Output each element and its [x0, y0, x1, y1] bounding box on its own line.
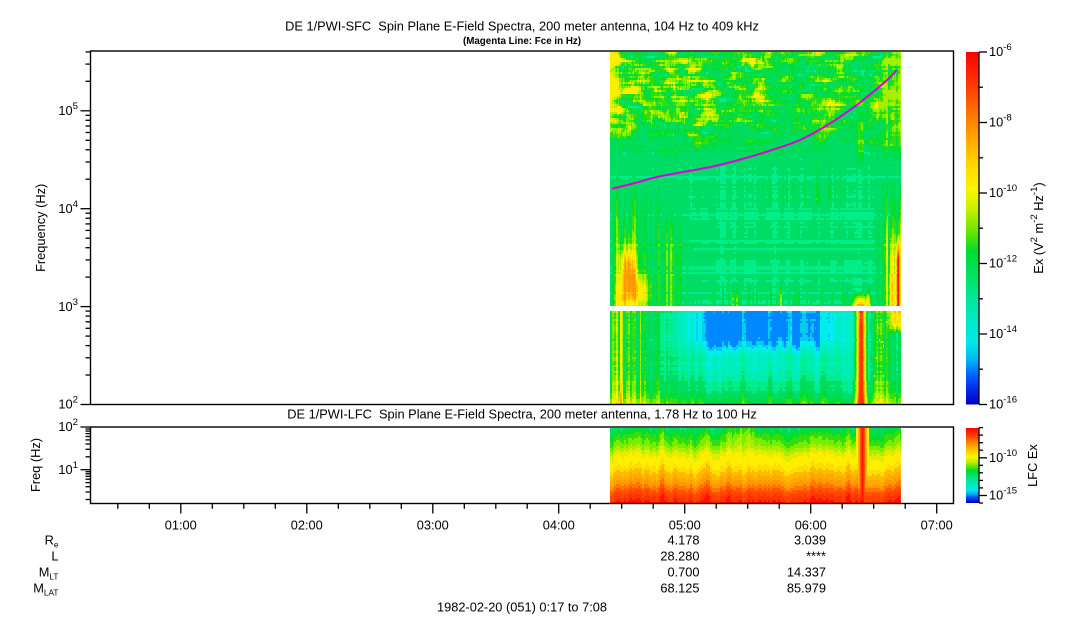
svg-text:L: L — [51, 548, 58, 563]
svg-text:85.979: 85.979 — [787, 580, 826, 595]
svg-text:1982-02-20 (051) 0:17 to 7:08: 1982-02-20 (051) 0:17 to 7:08 — [437, 600, 607, 615]
svg-text:DE 1/PWI-SFC Spin Plane E-Fie: DE 1/PWI-SFC Spin Plane E-Field Spectra,… — [285, 19, 759, 34]
svg-text:05:00: 05:00 — [669, 518, 701, 533]
svg-text:02:00: 02:00 — [291, 518, 323, 533]
svg-text:01:00: 01:00 — [165, 518, 197, 533]
svg-text:06:00: 06:00 — [795, 518, 827, 533]
svg-text:Freq (Hz): Freq (Hz) — [28, 438, 43, 492]
svg-text:LFC Ex: LFC Ex — [1025, 444, 1040, 487]
svg-text:3.039: 3.039 — [794, 532, 826, 547]
svg-text:Frequency (Hz): Frequency (Hz) — [33, 184, 48, 272]
svg-text:****: **** — [806, 548, 826, 563]
svg-text:68.125: 68.125 — [660, 580, 699, 595]
svg-text:4.178: 4.178 — [667, 532, 699, 547]
svg-text:Ex (V2 m-2 Hz-1): Ex (V2 m-2 Hz-1) — [1029, 182, 1046, 273]
svg-text:04:00: 04:00 — [543, 518, 575, 533]
svg-text:(Magenta Line: Fce in Hz): (Magenta Line: Fce in Hz) — [463, 36, 581, 47]
svg-text:28.280: 28.280 — [660, 548, 699, 563]
svg-text:DE 1/PWI-LFC Spin Plane E-Fie: DE 1/PWI-LFC Spin Plane E-Field Spectra,… — [287, 407, 756, 422]
svg-text:14.337: 14.337 — [787, 564, 826, 579]
svg-text:07:00: 07:00 — [921, 518, 953, 533]
svg-text:0.700: 0.700 — [667, 564, 699, 579]
svg-text:03:00: 03:00 — [417, 518, 449, 533]
